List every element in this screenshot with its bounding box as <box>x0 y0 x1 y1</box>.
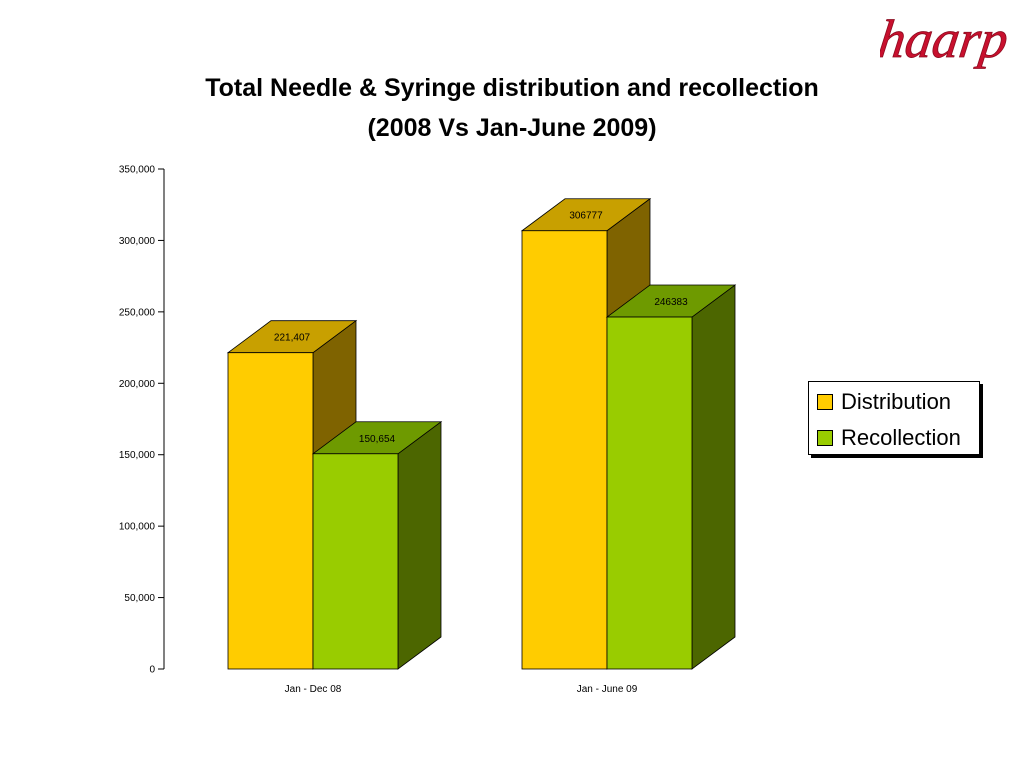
bar-distribution-1 <box>227 352 314 670</box>
y-tick-label: 300,000 <box>119 236 156 247</box>
legend-swatch-recollection <box>817 430 833 446</box>
bar-distribution-2 <box>521 230 608 670</box>
data-label-recollection-2: 246383 <box>654 297 688 308</box>
data-label-distribution-2: 306777 <box>569 211 603 222</box>
legend-swatch-distribution <box>817 394 833 410</box>
y-tick-label: 50,000 <box>124 593 155 604</box>
y-tick-label: 250,000 <box>119 307 156 318</box>
svg-text:haarp: haarp <box>880 9 1012 69</box>
legend-label-distribution: Distribution <box>841 389 952 414</box>
bar-recollection-2 <box>606 316 693 670</box>
x-tick-label: Jan - June 09 <box>577 684 638 695</box>
y-tick-label: 150,000 <box>119 450 156 461</box>
x-tick-label: Jan - Dec 08 <box>285 684 342 695</box>
chart-subtitle: (2008 Vs Jan-June 2009) <box>367 114 657 142</box>
bar-side-recollection-2 <box>691 284 736 670</box>
legend-item-recollection: Recollection <box>817 425 961 450</box>
bar-side-recollection-1 <box>397 420 442 670</box>
bar-recollection-1 <box>312 453 399 670</box>
chart-title: Total Needle & Syringe distribution and … <box>205 74 819 102</box>
data-label-recollection-1: 150,654 <box>359 434 396 445</box>
y-tick-label: 350,000 <box>119 165 156 176</box>
legend-label-recollection: Recollection <box>841 425 961 450</box>
data-label-distribution-1: 221,407 <box>274 333 311 344</box>
y-tick-label: 200,000 <box>119 379 156 390</box>
legend-item-distribution: Distribution <box>817 389 952 414</box>
haarp-logo: haarp <box>880 9 1012 70</box>
chart-legend: Distribution Recollection <box>808 381 980 455</box>
y-tick-label: 100,000 <box>119 522 156 533</box>
y-tick-label: 0 <box>149 665 155 676</box>
